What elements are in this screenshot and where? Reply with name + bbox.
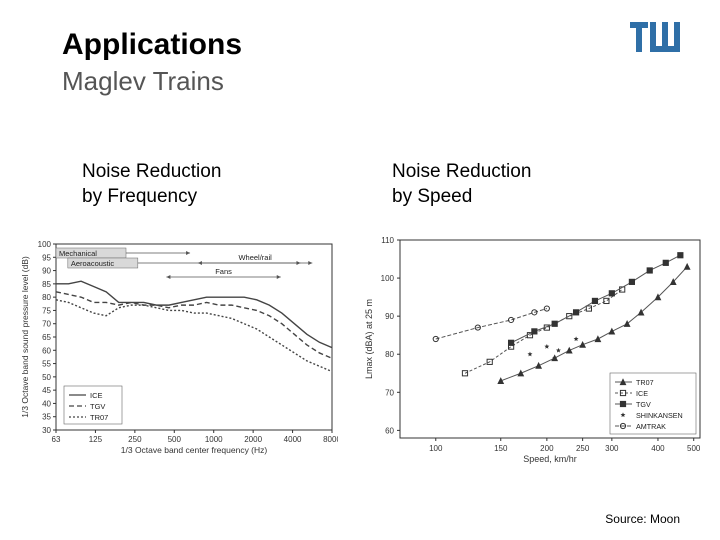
svg-text:70: 70 — [42, 320, 51, 329]
svg-text:2000: 2000 — [244, 435, 262, 444]
svg-text:110: 110 — [381, 236, 394, 245]
svg-text:65: 65 — [42, 333, 51, 342]
svg-text:60: 60 — [385, 426, 394, 435]
svg-text:Speed, km/hr: Speed, km/hr — [523, 454, 577, 464]
svg-text:95: 95 — [42, 253, 51, 262]
svg-text:1000: 1000 — [205, 435, 223, 444]
svg-text:90: 90 — [385, 312, 394, 321]
svg-text:TR07: TR07 — [90, 413, 108, 422]
svg-text:Mechanical: Mechanical — [59, 249, 97, 258]
svg-text:Lmax (dBA) at 25 m: Lmax (dBA) at 25 m — [364, 299, 374, 379]
page-subtitle: Maglev Trains — [62, 66, 224, 97]
svg-text:40: 40 — [42, 399, 51, 408]
svg-text:TR07: TR07 — [636, 378, 654, 387]
svg-text:Wheel/rail: Wheel/rail — [238, 253, 272, 262]
svg-text:ICE: ICE — [636, 389, 648, 398]
source-attribution: Source: Moon — [605, 512, 680, 526]
section2-line2: by Speed — [392, 186, 472, 207]
svg-text:70: 70 — [385, 388, 394, 397]
page-title: Applications — [62, 28, 242, 62]
section2-line1: Noise Reduction — [392, 161, 531, 182]
svg-text:30: 30 — [42, 426, 51, 435]
svg-text:75: 75 — [42, 306, 51, 315]
svg-text:50: 50 — [42, 373, 51, 382]
svg-text:ICE: ICE — [90, 391, 103, 400]
svg-text:35: 35 — [42, 413, 51, 422]
section1-line1: Noise Reduction — [82, 161, 221, 182]
chart-noise-vs-frequency: 30 35 40 45 50 55 60 65 70 75 80 85 90 95 100 63 125 250 5… — [18, 238, 338, 456]
institution-logo — [630, 22, 686, 57]
svg-text:4000: 4000 — [284, 435, 302, 444]
svg-text:TGV: TGV — [636, 400, 651, 409]
svg-text:250: 250 — [128, 435, 142, 444]
svg-text:90: 90 — [42, 267, 51, 276]
svg-text:80: 80 — [42, 293, 51, 302]
svg-text:1/3 Octave band center frequen: 1/3 Octave band center frequency (Hz) — [121, 445, 268, 455]
svg-text:500: 500 — [687, 444, 701, 453]
svg-text:45: 45 — [42, 386, 51, 395]
svg-text:1/3 Octave band sound pressure: 1/3 Octave band sound pressure level (dB… — [20, 256, 30, 418]
svg-text:85: 85 — [42, 280, 51, 289]
section1-line2: by Frequency — [82, 186, 197, 207]
svg-text:60: 60 — [42, 346, 51, 355]
svg-text:150: 150 — [494, 444, 508, 453]
svg-text:55: 55 — [42, 360, 51, 369]
section-heading-frequency: Noise Reduction by Frequency — [82, 160, 221, 209]
svg-text:200: 200 — [540, 444, 554, 453]
svg-text:100: 100 — [381, 274, 395, 283]
svg-text:AMTRAK: AMTRAK — [636, 422, 666, 431]
svg-text:125: 125 — [89, 435, 103, 444]
svg-text:Fans: Fans — [215, 267, 232, 276]
section-heading-speed: Noise Reduction by Speed — [392, 160, 531, 209]
svg-text:300: 300 — [605, 444, 619, 453]
svg-text:100: 100 — [429, 444, 443, 453]
svg-text:80: 80 — [385, 350, 394, 359]
svg-text:63: 63 — [52, 435, 61, 444]
chart-noise-vs-speed: 60 70 80 90 100 110 100 150 200 250 300 400 500 TR07 I… — [360, 232, 708, 466]
svg-text:100: 100 — [38, 240, 52, 249]
svg-text:8000: 8000 — [323, 435, 338, 444]
svg-text:TGV: TGV — [90, 402, 105, 411]
svg-text:500: 500 — [168, 435, 182, 444]
svg-text:400: 400 — [651, 444, 665, 453]
svg-text:250: 250 — [576, 444, 590, 453]
svg-text:Aeroacoustic: Aeroacoustic — [71, 259, 115, 268]
svg-text:SHINKANSEN: SHINKANSEN — [636, 411, 683, 420]
